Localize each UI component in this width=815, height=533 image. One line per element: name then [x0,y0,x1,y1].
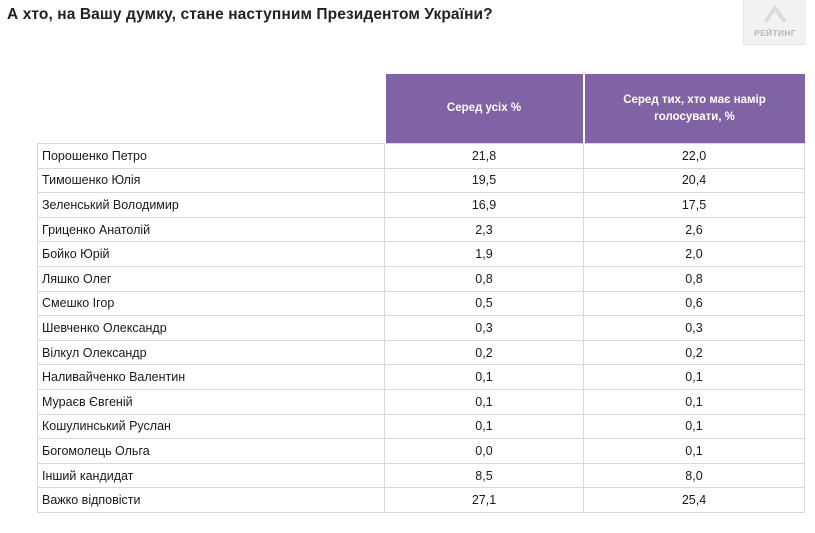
share-all-cell: 8,5 [384,463,584,489]
share-all-cell: 0,5 [384,291,584,317]
candidate-name-cell: Наливайченко Валентин [37,364,385,390]
table-row: Зеленський Володимир 16,9 17,5 [37,192,805,218]
share-voters-cell: 0,1 [583,364,805,390]
table-row: Наливайченко Валентин 0,1 0,1 [37,364,805,390]
share-voters-cell: 0,1 [583,389,805,415]
share-all-cell: 21,8 [384,143,584,169]
table-row: Бойко Юрій 1,9 2,0 [37,241,805,267]
share-voters-cell: 0,3 [583,315,805,341]
share-voters-cell: 25,4 [583,487,805,513]
table-row: Вілкул Олександр 0,2 0,2 [37,340,805,366]
table-row: Богомолець Ольга 0,0 0,1 [37,438,805,464]
table-header-row: Серед усіх % Серед тих, хто має намір го… [38,74,805,144]
results-table: Серед усіх % Серед тих, хто має намір го… [37,74,805,513]
table-row: Смешко Ігор 0,5 0,6 [37,291,805,317]
share-voters-cell: 17,5 [583,192,805,218]
table-row: Ляшко Олег 0,8 0,8 [37,266,805,292]
table-row: Мураєв Євгеній 0,1 0,1 [37,389,805,415]
share-all-cell: 0,8 [384,266,584,292]
share-voters-cell: 2,6 [583,217,805,243]
candidate-name-cell: Тимошенко Юлія [37,168,385,194]
share-voters-cell: 0,1 [583,414,805,440]
share-all-cell: 19,5 [384,168,584,194]
candidate-name-cell: Вілкул Олександр [37,340,385,366]
candidate-name-cell: Зеленський Володимир [37,192,385,218]
candidate-name-cell: Бойко Юрій [37,241,385,267]
candidate-name-cell: Порошенко Петро [37,143,385,169]
logo-mark-icon [763,5,787,24]
logo-text: РЕЙТИНГ [754,28,796,38]
share-voters-cell: 0,6 [583,291,805,317]
share-voters-cell: 22,0 [583,143,805,169]
share-all-cell: 0,1 [384,414,584,440]
table-row: Порошенко Петро 21,8 22,0 [37,143,805,169]
table-row: Тимошенко Юлія 19,5 20,4 [37,168,805,194]
candidate-name-cell: Богомолець Ольга [37,438,385,464]
candidate-name-cell: Смешко Ігор [37,291,385,317]
candidate-name-cell: Важко відповісти [37,487,385,513]
table-row: Інший кандидат 8,5 8,0 [37,463,805,489]
table-body: Порошенко Петро 21,8 22,0 Тимошенко Юлія 19,… [37,143,805,513]
table-row: Важко відповісти 27,1 25,4 [37,487,805,513]
candidate-name-cell: Ляшко Олег [37,266,385,292]
header-blank-cell [38,74,385,144]
column-header-voters: Серед тих, хто має намір голосувати, % [582,74,805,144]
share-all-cell: 27,1 [384,487,584,513]
share-all-cell: 0,1 [384,389,584,415]
candidate-name-cell: Мураєв Євгеній [37,389,385,415]
share-all-cell: 1,9 [384,241,584,267]
candidate-name-cell: Інший кандидат [37,463,385,489]
share-all-cell: 2,3 [384,217,584,243]
candidate-name-cell: Шевченко Олександр [37,315,385,341]
table-row: Кошулинський Руслан 0,1 0,1 [37,414,805,440]
share-all-cell: 0,2 [384,340,584,366]
share-all-cell: 0,1 [384,364,584,390]
table-row: Гриценко Анатолій 2,3 2,6 [37,217,805,243]
share-voters-cell: 0,2 [583,340,805,366]
share-voters-cell: 8,0 [583,463,805,489]
candidate-name-cell: Гриценко Анатолій [37,217,385,243]
share-all-cell: 0,0 [384,438,584,464]
share-voters-cell: 2,0 [583,241,805,267]
table-row: Шевченко Олександр 0,3 0,3 [37,315,805,341]
share-voters-cell: 0,8 [583,266,805,292]
page-title: А хто, на Вашу думку, стане наступним Пр… [7,6,493,23]
share-all-cell: 16,9 [384,192,584,218]
rating-logo: РЕЙТИНГ [743,0,806,45]
share-voters-cell: 20,4 [583,168,805,194]
candidate-name-cell: Кошулинський Руслан [37,414,385,440]
share-all-cell: 0,3 [384,315,584,341]
share-voters-cell: 0,1 [583,438,805,464]
column-header-all: Серед усіх % [383,74,584,144]
